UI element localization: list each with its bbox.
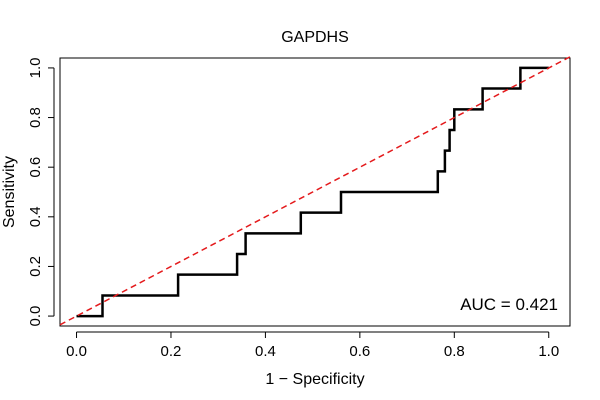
roc-curve-line [76, 66, 549, 318]
x-axis: 0.0 0.2 0.4 0.6 0.8 1.0 [66, 331, 559, 360]
x-tick-label: 0.0 [66, 343, 87, 360]
plot-frame [59, 57, 571, 327]
auc-annotation: AUC = 0.421 [460, 295, 558, 314]
reference-diagonal-line [59, 56, 571, 326]
x-tick-label: 0.8 [444, 343, 465, 360]
x-tick-label: 0.4 [255, 343, 276, 360]
y-axis-label: Sensitivity [1, 156, 18, 228]
y-tick-label: 0.2 [27, 256, 44, 277]
x-tick-label: 1.0 [538, 343, 559, 360]
x-tick-label: 0.2 [161, 343, 182, 360]
y-axis: 0.0 0.2 0.4 0.6 0.8 1.0 [27, 57, 55, 327]
y-tick-label: 0.0 [27, 306, 44, 327]
plot-area [59, 56, 571, 327]
y-tick-label: 0.8 [27, 107, 44, 128]
y-tick-label: 1.0 [27, 57, 44, 78]
chart-title: GAPDHS [281, 29, 349, 46]
x-tick-label: 0.6 [349, 343, 370, 360]
y-tick-label: 0.6 [27, 157, 44, 178]
y-tick-label: 0.4 [27, 206, 44, 227]
series-layer [59, 56, 571, 326]
x-axis-label: 1 − Specificity [265, 371, 364, 388]
